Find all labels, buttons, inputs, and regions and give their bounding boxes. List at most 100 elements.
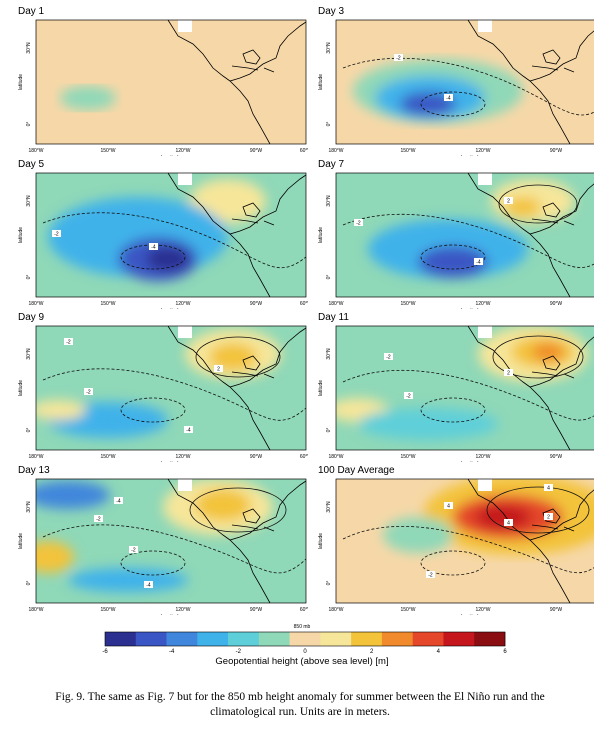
x-tick-label: 90°W — [250, 148, 263, 154]
contour-label-box — [354, 219, 363, 226]
negative-contour — [120, 244, 186, 270]
contour-label-box — [384, 353, 393, 360]
colorbar-tick-label: -6 — [102, 649, 108, 655]
anomaly-region — [146, 247, 190, 271]
contour-label: -4 — [116, 499, 121, 505]
x-axis-label: longitude — [461, 155, 482, 156]
contour-label: -2 — [396, 56, 401, 62]
missing-data-mask — [478, 326, 492, 338]
y-axis-label: latitude — [318, 380, 324, 396]
positive-contour — [195, 336, 281, 378]
anomaly-region — [532, 343, 564, 361]
x-tick-label: 150°W — [100, 148, 115, 154]
coastline — [167, 479, 306, 603]
negative-contour — [420, 91, 486, 117]
anomaly-region — [36, 400, 86, 420]
y-tick-label: 30°N — [26, 501, 32, 513]
x-axis-label: longitude — [461, 461, 482, 462]
missing-data-mask — [178, 479, 192, 491]
contour-label: -4 — [151, 245, 156, 251]
panel-title: Day 3 — [318, 6, 345, 17]
map-frame — [35, 172, 307, 298]
contour-label-box — [444, 502, 453, 509]
x-tick-label: 90°W — [250, 301, 263, 307]
y-tick-label: 30°N — [26, 195, 32, 207]
x-tick-label: 180°W — [328, 301, 343, 307]
y-tick-label: 30°N — [26, 348, 32, 360]
x-axis-label: longitude — [161, 155, 182, 156]
colorbar-cell — [351, 632, 383, 646]
map-frame — [335, 172, 594, 298]
anomaly-map: -4 -2 -2 -4 180°W 150°W 120°W 90°W 60°W 30°N 0° lon… — [18, 478, 308, 615]
colorbar-tick-label: -4 — [169, 649, 175, 655]
contour-label-box — [544, 484, 553, 491]
x-tick-label: 150°W — [100, 301, 115, 307]
contour-label: -2 — [66, 340, 71, 346]
x-axis-label: longitude — [161, 308, 182, 309]
coastline — [167, 20, 306, 144]
map-panel: Day 11 -22-2180°W150°W120°W90°W60°W30°N0°… — [318, 312, 594, 462]
negative-contour — [120, 397, 186, 423]
x-tick-label: 90°W — [550, 148, 563, 154]
contour-label-box — [84, 388, 93, 395]
anomaly-map: 4424-2180°W150°W120°W90°W60°W30°N0°longi… — [318, 478, 594, 615]
anomaly-region — [68, 568, 188, 592]
positive-contour — [492, 335, 584, 379]
anomaly-region — [358, 408, 498, 440]
negative-contour — [420, 244, 486, 270]
y-axis-label: latitude — [318, 227, 324, 243]
map-background — [36, 20, 306, 144]
anomaly-map: -22-2180°W150°W120°W90°W60°W30°N0°longit… — [318, 325, 594, 462]
contour-label-box — [504, 197, 513, 204]
contour-label: -2 — [406, 394, 411, 400]
colorbar-frame — [104, 631, 506, 647]
anomaly-map: 2-2-4180°W150°W120°W90°W60°W30°N0°longit… — [318, 172, 594, 309]
colorbar-cell — [228, 632, 260, 646]
contour-label: 2 — [547, 515, 550, 521]
y-tick-label: 30°N — [326, 348, 332, 360]
anomaly-region — [383, 517, 453, 553]
contour-label: -4 — [146, 583, 151, 589]
figure-caption: Fig. 9. The same as Fig. 7 but for the 8… — [55, 691, 545, 718]
y-axis-label: latitude — [18, 533, 24, 549]
x-axis-label: longitude — [161, 614, 182, 615]
x-tick-label: 120°W — [175, 607, 190, 613]
contour-label-box — [504, 369, 513, 376]
contour-label: -2 — [386, 355, 391, 361]
panel-title: Day 7 — [318, 159, 345, 170]
y-tick-label: 30°N — [326, 42, 332, 54]
colorbar-tick-label: 4 — [437, 649, 441, 655]
contour-label-box — [404, 392, 413, 399]
y-axis-label: latitude — [318, 533, 324, 549]
anomaly-region — [36, 541, 74, 573]
negative-contour — [342, 369, 594, 421]
contour-label: -2 — [54, 232, 59, 238]
panel-title: Day 11 — [318, 312, 349, 323]
y-tick-label: 0° — [326, 122, 332, 127]
negative-contour — [120, 550, 186, 576]
coastline — [467, 479, 594, 603]
y-tick-label: 0° — [26, 275, 32, 280]
contour-label-box — [474, 258, 483, 265]
contour-label: 2 — [217, 367, 220, 373]
anomaly-region — [400, 92, 456, 116]
contour-label: -2 — [428, 573, 433, 579]
y-axis-label: latitude — [18, 74, 24, 90]
x-tick-label: 60°W — [300, 607, 308, 613]
x-tick-label: 90°W — [550, 454, 563, 460]
panel-title: Day 1 — [18, 6, 45, 17]
map-frame — [335, 325, 594, 451]
map-panel: Day 5 -2 -4 180°W 150°W 120°W 90°W 60°W 30°N 0° lo… — [18, 159, 308, 309]
contour-label: -4 — [446, 96, 451, 102]
x-tick-label: 180°W — [28, 454, 43, 460]
contour-label-box — [144, 581, 153, 588]
contour-label: -2 — [131, 548, 136, 554]
y-tick-label: 0° — [326, 581, 332, 586]
x-tick-label: 150°W — [400, 301, 415, 307]
contour-label: -2 — [96, 517, 101, 523]
missing-data-mask — [478, 20, 492, 32]
contour-label-box — [52, 230, 61, 237]
x-tick-label: 60°W — [300, 454, 308, 460]
anomaly-region — [36, 481, 110, 509]
contour-label-box — [64, 338, 73, 345]
